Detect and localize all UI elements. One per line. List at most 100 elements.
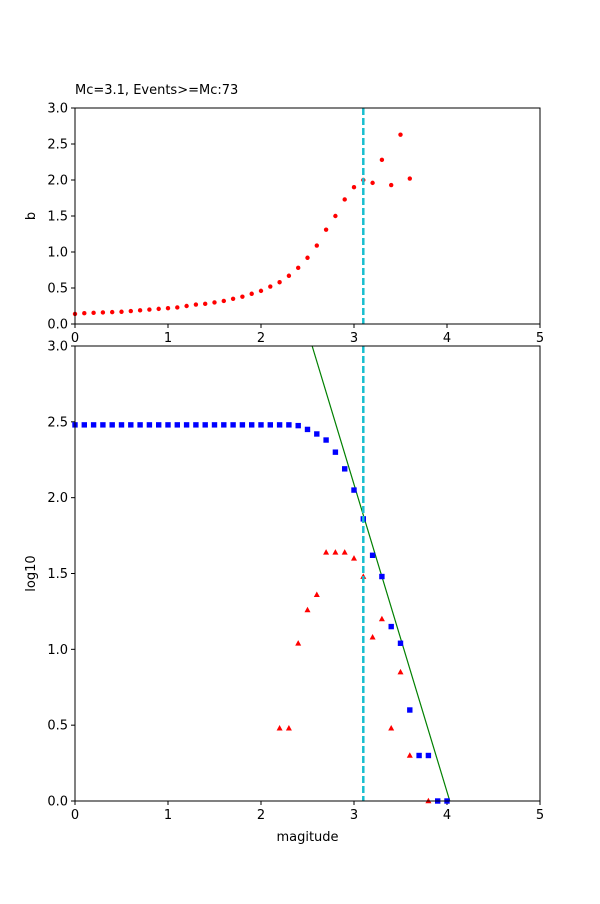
point bbox=[258, 288, 264, 294]
x-tick-label: 2 bbox=[257, 808, 265, 823]
point bbox=[147, 307, 152, 312]
point bbox=[119, 309, 124, 314]
point bbox=[407, 176, 412, 181]
point bbox=[110, 309, 115, 315]
point bbox=[211, 422, 218, 428]
y-tick-label: 2.0 bbox=[47, 491, 68, 506]
point bbox=[332, 549, 339, 555]
point bbox=[286, 273, 292, 278]
point bbox=[398, 132, 403, 137]
point bbox=[314, 243, 319, 248]
x-tick-label: 0 bbox=[71, 331, 79, 346]
point bbox=[183, 422, 190, 428]
point bbox=[369, 634, 376, 640]
point bbox=[100, 422, 106, 428]
point bbox=[81, 422, 87, 428]
point bbox=[341, 549, 348, 555]
chart-title: Mc=3.1, Events>=Mc:73 bbox=[75, 83, 238, 98]
point bbox=[137, 422, 143, 428]
fit-line bbox=[311, 345, 451, 802]
x-tick-label: 2 bbox=[257, 331, 265, 346]
point bbox=[156, 422, 162, 428]
point bbox=[90, 422, 97, 428]
point bbox=[184, 303, 189, 309]
point bbox=[285, 725, 292, 731]
axes-border bbox=[74, 345, 541, 802]
x-tick-label: 0 bbox=[71, 808, 79, 823]
point bbox=[314, 431, 320, 437]
point bbox=[406, 752, 413, 758]
point bbox=[276, 725, 283, 731]
point bbox=[175, 305, 180, 310]
point bbox=[305, 255, 310, 260]
point bbox=[388, 725, 395, 731]
point bbox=[146, 422, 153, 428]
point bbox=[333, 213, 338, 219]
y-axis-label: log10 bbox=[24, 555, 39, 591]
point bbox=[323, 227, 329, 232]
y-tick-label: 3.0 bbox=[47, 340, 68, 355]
point bbox=[240, 294, 245, 299]
point bbox=[128, 422, 134, 428]
point bbox=[397, 668, 404, 675]
point bbox=[323, 437, 329, 443]
axes-border bbox=[74, 107, 541, 325]
point bbox=[425, 752, 432, 759]
point bbox=[221, 422, 227, 428]
x-axis-label: magitude bbox=[276, 830, 338, 845]
point bbox=[109, 422, 115, 428]
x-tick-label: 5 bbox=[536, 331, 544, 346]
y-tick-label: 1.0 bbox=[47, 246, 68, 261]
point bbox=[249, 422, 255, 428]
axes-frame bbox=[75, 346, 540, 801]
point bbox=[286, 422, 292, 428]
y-tick-label: 2.0 bbox=[47, 174, 68, 189]
point bbox=[313, 591, 320, 598]
point bbox=[203, 301, 208, 307]
y-tick-label: 1.5 bbox=[47, 210, 68, 225]
point bbox=[193, 302, 199, 307]
point bbox=[304, 606, 311, 613]
point bbox=[304, 426, 311, 433]
y-tick-label: 3.0 bbox=[47, 102, 68, 117]
point bbox=[370, 180, 375, 186]
point bbox=[239, 422, 246, 428]
x-tick-label: 5 bbox=[536, 808, 544, 823]
point bbox=[100, 310, 106, 315]
point bbox=[389, 182, 394, 188]
point bbox=[137, 308, 143, 313]
point bbox=[221, 298, 226, 304]
point bbox=[165, 305, 171, 311]
point bbox=[295, 640, 302, 646]
point bbox=[267, 422, 273, 428]
point bbox=[397, 640, 404, 646]
point bbox=[193, 422, 199, 428]
point bbox=[202, 422, 208, 428]
point bbox=[268, 284, 273, 289]
y-tick-label: 2.5 bbox=[47, 138, 68, 153]
y-tick-label: 0.0 bbox=[47, 318, 68, 333]
x-tick-label: 4 bbox=[443, 808, 451, 823]
point bbox=[296, 265, 301, 271]
point bbox=[416, 752, 422, 759]
point bbox=[212, 300, 217, 305]
point bbox=[128, 308, 133, 314]
point bbox=[277, 280, 282, 285]
point bbox=[165, 422, 171, 428]
point bbox=[323, 549, 330, 555]
y-tick-label: 2.5 bbox=[47, 415, 68, 430]
point bbox=[230, 296, 236, 301]
y-axis-label: b bbox=[24, 212, 39, 220]
point bbox=[351, 185, 357, 190]
point bbox=[351, 487, 357, 493]
x-tick-label: 1 bbox=[164, 331, 172, 346]
point bbox=[379, 157, 385, 163]
x-tick-label: 3 bbox=[350, 331, 358, 346]
point bbox=[378, 615, 385, 622]
point bbox=[249, 291, 254, 296]
y-tick-label: 0.5 bbox=[47, 719, 68, 734]
point bbox=[174, 422, 180, 428]
point bbox=[351, 555, 357, 561]
x-tick-label: 4 bbox=[443, 331, 451, 346]
